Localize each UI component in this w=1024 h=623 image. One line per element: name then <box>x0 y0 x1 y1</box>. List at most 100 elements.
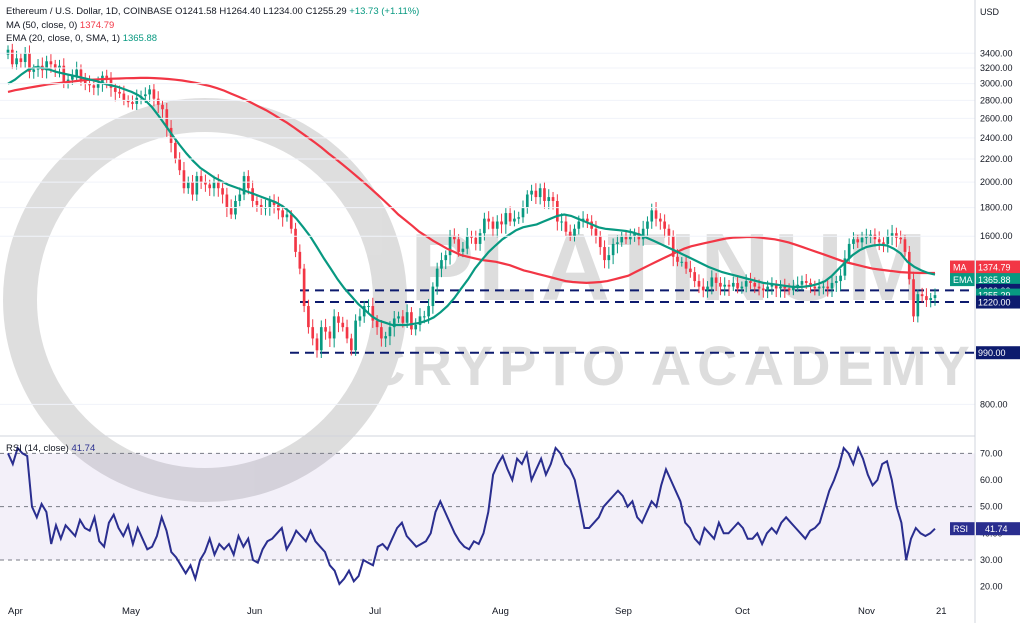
candle-body[interactable] <box>865 236 868 238</box>
candle-body[interactable] <box>577 221 581 229</box>
candle-body[interactable] <box>199 176 203 183</box>
candle-body[interactable] <box>337 316 340 323</box>
candle-body[interactable] <box>650 210 654 222</box>
candle-body[interactable] <box>255 200 259 205</box>
candle-body[interactable] <box>156 98 160 105</box>
candle-body[interactable] <box>925 296 928 301</box>
candle-body[interactable] <box>873 234 877 240</box>
candle-body[interactable] <box>749 281 752 283</box>
candle-body[interactable] <box>465 236 469 249</box>
candle-body[interactable] <box>564 221 568 232</box>
candle-body[interactable] <box>646 221 649 229</box>
candle-body[interactable] <box>474 237 478 244</box>
candle-body[interactable] <box>856 239 860 243</box>
candle-body[interactable] <box>380 327 383 339</box>
candle-body[interactable] <box>762 288 765 291</box>
legend-rsi[interactable]: RSI (14, close) 41.74 <box>6 443 95 454</box>
candle-body[interactable] <box>268 200 272 208</box>
candle-body[interactable] <box>324 327 327 332</box>
candle-body[interactable] <box>899 237 902 240</box>
candle-body[interactable] <box>186 182 190 189</box>
candle-body[interactable] <box>929 298 933 301</box>
candle-body[interactable] <box>753 282 757 287</box>
candle-body[interactable] <box>796 284 799 287</box>
candle-body[interactable] <box>315 338 319 351</box>
candle-body[interactable] <box>410 312 413 330</box>
candle-body[interactable] <box>573 228 576 237</box>
candle-body[interactable] <box>32 69 36 72</box>
candle-body[interactable] <box>774 284 778 289</box>
candle-body[interactable] <box>191 182 194 195</box>
candle-body[interactable] <box>847 243 851 259</box>
candle-body[interactable] <box>371 306 375 321</box>
candle-body[interactable] <box>96 83 100 88</box>
candle-body[interactable] <box>79 69 83 80</box>
legend-ema[interactable]: EMA (20, close, 0, SMA, 1) 1365.88 <box>6 33 157 44</box>
candle-body[interactable] <box>586 218 589 222</box>
candle-body[interactable] <box>517 217 521 219</box>
candle-body[interactable] <box>470 236 473 238</box>
candle-body[interactable] <box>478 233 482 244</box>
candle-body[interactable] <box>543 188 546 201</box>
candle-body[interactable] <box>727 284 731 287</box>
candle-body[interactable] <box>285 214 289 218</box>
candle-body[interactable] <box>689 268 692 273</box>
candle-body[interactable] <box>525 194 529 208</box>
candle-body[interactable] <box>770 284 774 287</box>
candle-body[interactable] <box>45 61 48 71</box>
candle-body[interactable] <box>710 277 714 287</box>
candle-body[interactable] <box>345 327 349 339</box>
candle-body[interactable] <box>328 331 332 339</box>
candle-body[interactable] <box>491 221 495 229</box>
candle-body[interactable] <box>307 306 310 328</box>
candle-body[interactable] <box>388 327 392 337</box>
candle-body[interactable] <box>362 306 366 317</box>
candle-body[interactable] <box>435 268 439 287</box>
candle-body[interactable] <box>667 228 671 237</box>
candle-body[interactable] <box>607 255 611 261</box>
candle-body[interactable] <box>495 221 499 229</box>
candle-body[interactable] <box>483 218 486 234</box>
candle-body[interactable] <box>560 221 563 223</box>
candle-body[interactable] <box>414 324 418 330</box>
candle-body[interactable] <box>671 236 675 257</box>
candle-body[interactable] <box>817 286 821 289</box>
candle-body[interactable] <box>53 64 57 69</box>
candle-body[interactable] <box>152 89 156 99</box>
candle-body[interactable] <box>126 100 130 103</box>
candle-body[interactable] <box>744 281 748 287</box>
candle-body[interactable] <box>319 327 323 351</box>
candle-body[interactable] <box>530 190 533 195</box>
candle-body[interactable] <box>534 190 538 198</box>
candle-body[interactable] <box>122 93 126 101</box>
candle-body[interactable] <box>706 286 709 291</box>
candle-body[interactable] <box>354 320 357 351</box>
candle-body[interactable] <box>504 213 508 225</box>
candle-body[interactable] <box>358 316 362 321</box>
candle-body[interactable] <box>684 261 688 269</box>
candle-body[interactable] <box>826 286 830 289</box>
candle-body[interactable] <box>603 247 606 261</box>
candle-body[interactable] <box>659 218 662 222</box>
candle-body[interactable] <box>216 182 220 189</box>
candle-body[interactable] <box>401 316 405 323</box>
candle-body[interactable] <box>174 142 177 159</box>
candle-body[interactable] <box>272 200 276 205</box>
candle-body[interactable] <box>427 306 430 317</box>
candle-body[interactable] <box>500 221 503 225</box>
candle-body[interactable] <box>92 85 96 88</box>
candle-body[interactable] <box>311 327 315 339</box>
candle-body[interactable] <box>75 69 78 76</box>
candle-body[interactable] <box>341 322 345 328</box>
candle-body[interactable] <box>633 233 636 237</box>
candle-body[interactable] <box>568 231 572 237</box>
candle-body[interactable] <box>843 258 847 276</box>
candle-body[interactable] <box>225 194 229 208</box>
candle-body[interactable] <box>779 286 782 289</box>
candle-body[interactable] <box>457 239 460 252</box>
candle-body[interactable] <box>804 281 808 283</box>
candle-body[interactable] <box>538 188 542 198</box>
candle-body[interactable] <box>131 102 134 104</box>
candle-body[interactable] <box>852 239 855 244</box>
